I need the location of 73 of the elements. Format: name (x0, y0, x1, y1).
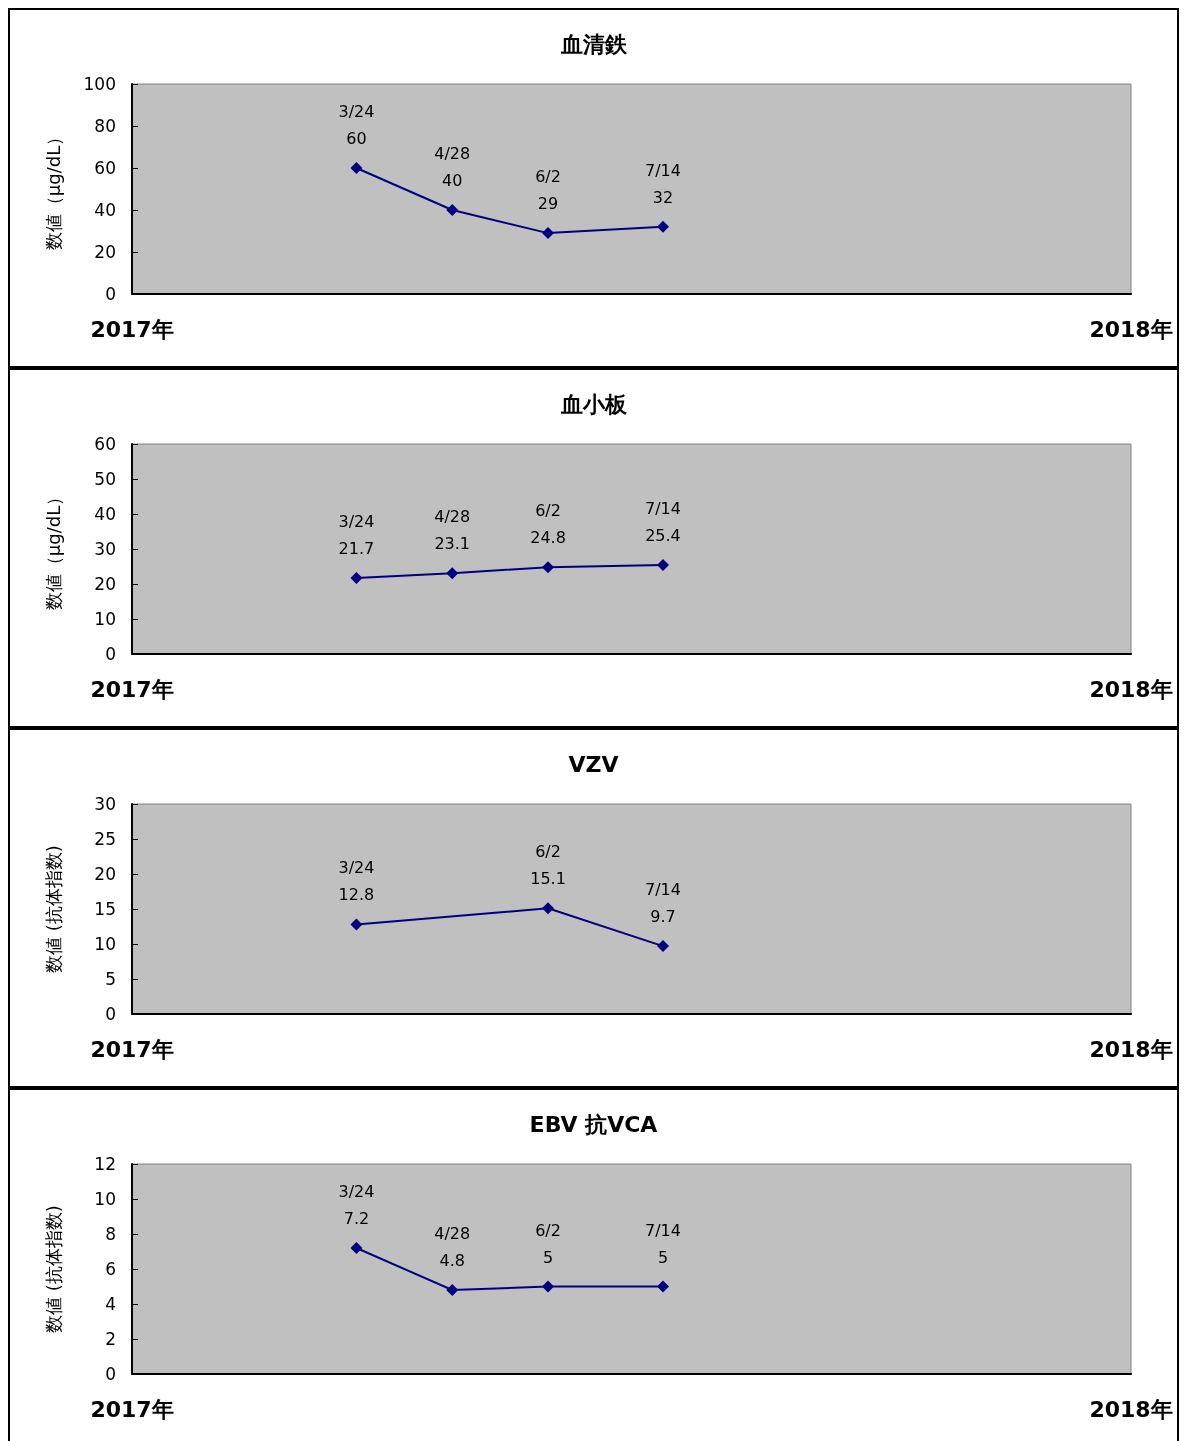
data-label: 7/14 32 (645, 160, 681, 207)
point (350, 1242, 363, 1254)
y-tick-label: 6 (105, 1259, 116, 1279)
y-tick-label: 50 (94, 469, 116, 489)
x-tick-label: 2017年 (90, 1036, 174, 1062)
y-tick-label: 80 (94, 116, 116, 136)
y-tick-label: 0 (105, 284, 116, 304)
x-tick-label: 2018年 (1089, 1036, 1173, 1062)
y-axis-title: 数値（μg/dL） (42, 127, 64, 251)
y-tick-label: 0 (105, 1364, 116, 1384)
chart-title: VZV (568, 751, 619, 777)
x-tick-label: 2017年 (90, 676, 174, 702)
y-tick-label: 20 (94, 574, 116, 594)
data-label: 7/14 25.4 (645, 499, 681, 546)
y-tick-label: 0 (105, 644, 116, 664)
data-label: 6/2 29 (535, 167, 561, 214)
data-label: 6/2 24.8 (530, 501, 566, 548)
y-tick-label: 8 (105, 1224, 116, 1244)
data-label: 7/14 9.7 (645, 880, 681, 927)
point (542, 561, 555, 574)
x-tick-label: 2017年 (90, 316, 174, 342)
data-label: 7/14 5 (645, 1220, 681, 1267)
x-tick-label: 2018年 (1089, 676, 1173, 702)
point (656, 1280, 669, 1293)
chart-title: 血小板 (559, 391, 628, 417)
point (350, 918, 363, 931)
y-tick-label: 2 (105, 1329, 116, 1349)
point (350, 572, 363, 585)
y-axis-title: 数値（μg/dL） (42, 487, 64, 611)
data-label: 3/24 21.7 (338, 512, 375, 559)
data-label: 3/24 12.8 (338, 858, 375, 905)
y-axis-title: 数値 (抗体指数) (42, 1205, 64, 1333)
y-tick-label: 100 (83, 74, 116, 94)
point (656, 559, 669, 572)
y-tick-label: 20 (94, 242, 116, 262)
y-tick-label: 5 (105, 969, 116, 989)
y-tick-label: 60 (94, 434, 116, 454)
point (350, 162, 363, 174)
point (446, 204, 459, 216)
data-label: 4/28 4.8 (434, 1224, 471, 1270)
point (446, 1284, 459, 1296)
y-tick-label: 40 (94, 200, 116, 220)
data-label: 3/24 7.2 (338, 1182, 375, 1228)
chart-title: EBV 抗VCA (529, 1111, 658, 1137)
point (542, 1280, 555, 1293)
point (656, 220, 669, 233)
y-tick-label: 12 (94, 1154, 116, 1174)
y-tick-label: 25 (94, 829, 116, 849)
y-tick-label: 4 (105, 1294, 116, 1314)
x-tick-label: 2018年 (1089, 316, 1173, 342)
x-tick-label: 2018年 (1089, 1396, 1173, 1422)
data-label: 4/28 23.1 (434, 507, 471, 554)
y-tick-label: 10 (94, 1189, 116, 1209)
y-tick-label: 60 (94, 158, 116, 178)
data-label: 3/24 60 (338, 102, 375, 148)
point (542, 902, 555, 915)
x-tick-label: 2017年 (90, 1396, 174, 1422)
y-tick-label: 10 (94, 609, 116, 629)
y-tick-label: 0 (105, 1004, 116, 1024)
y-tick-label: 10 (94, 934, 116, 954)
y-axis-title: 数値 (抗体指数) (42, 845, 64, 973)
y-tick-label: 30 (94, 794, 116, 814)
y-tick-label: 15 (94, 899, 116, 919)
data-label: 4/28 40 (434, 144, 471, 190)
point (446, 567, 459, 580)
y-tick-label: 30 (94, 539, 116, 559)
y-tick-label: 40 (94, 504, 116, 524)
chart-title: 血清鉄 (559, 31, 628, 57)
point (656, 940, 669, 953)
data-label: 6/2 5 (535, 1220, 561, 1267)
y-tick-label: 20 (94, 864, 116, 884)
point (542, 227, 555, 240)
data-label: 6/2 15.1 (530, 842, 566, 889)
